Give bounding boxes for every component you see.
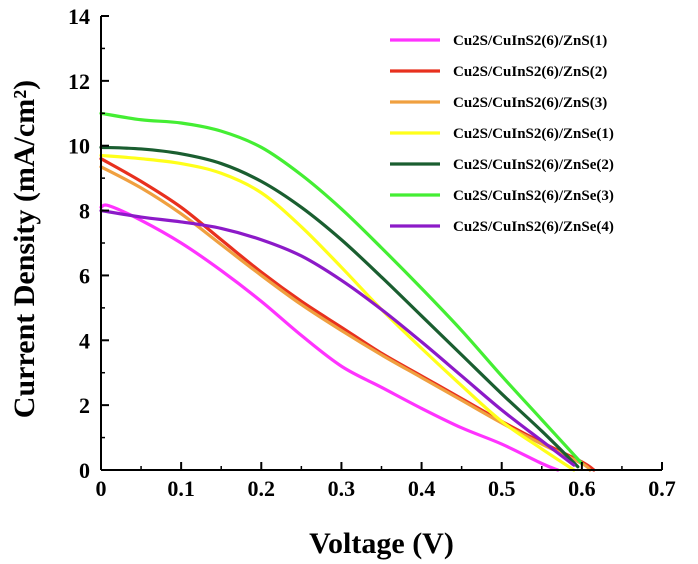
x-axis-title: Voltage (V) bbox=[309, 527, 454, 560]
axes-layer bbox=[100, 16, 662, 471]
x-tick-label: 0.1 bbox=[167, 476, 195, 501]
series-layer bbox=[99, 111, 596, 472]
y-tick-label: 10 bbox=[68, 134, 90, 159]
series-line-7 bbox=[99, 208, 576, 467]
y-tick-label: 2 bbox=[79, 393, 90, 418]
x-tick-label: 0.4 bbox=[408, 476, 436, 501]
series-line-4 bbox=[99, 153, 576, 472]
legend: Cu2S/CuInS2(6)/ZnS(1) Cu2S/CuInS2(6)/ZnS(… bbox=[390, 33, 614, 235]
series-line-1 bbox=[99, 203, 560, 472]
y-axis-title: Current Density (mA/cm²) bbox=[8, 80, 41, 418]
series-line-5 bbox=[99, 145, 580, 469]
legend-label: Cu2S/CuInS2(6)/ZnS(3) bbox=[453, 95, 607, 111]
legend-label: Cu2S/CuInS2(6)/ZnSe(3) bbox=[453, 188, 614, 204]
y-tick-label: 14 bbox=[68, 4, 90, 29]
x-tick-label: 0.7 bbox=[648, 476, 676, 501]
x-tick-label: 0 bbox=[96, 476, 107, 501]
legend-label: Cu2S/CuInS2(6)/ZnSe(4) bbox=[453, 219, 614, 235]
y-tick-label: 8 bbox=[79, 199, 90, 224]
x-tick-label: 0.3 bbox=[328, 476, 356, 501]
x-tick-label: 0.6 bbox=[568, 476, 596, 501]
legend-label: Cu2S/CuInS2(6)/ZnS(1) bbox=[453, 33, 607, 49]
y-tick-label: 4 bbox=[79, 328, 90, 353]
x-tick-label: 0.2 bbox=[248, 476, 276, 501]
y-tick-label: 6 bbox=[79, 263, 90, 288]
legend-label: Cu2S/CuInS2(6)/ZnSe(2) bbox=[453, 157, 614, 173]
ticks-layer: 0 0.1 0.2 0.3 0.4 0.5 0.6 0.7 0 2 4 6 8 10 12 14 bbox=[68, 4, 676, 501]
y-tick-label: 12 bbox=[68, 69, 90, 94]
legend-label: Cu2S/CuInS2(6)/ZnS(2) bbox=[453, 64, 607, 80]
series-line-3 bbox=[99, 165, 592, 472]
series-line-6 bbox=[99, 111, 584, 466]
legend-label: Cu2S/CuInS2(6)/ZnSe(1) bbox=[453, 126, 614, 142]
x-tick-label: 0.5 bbox=[488, 476, 516, 501]
y-tick-label: 0 bbox=[79, 458, 90, 483]
